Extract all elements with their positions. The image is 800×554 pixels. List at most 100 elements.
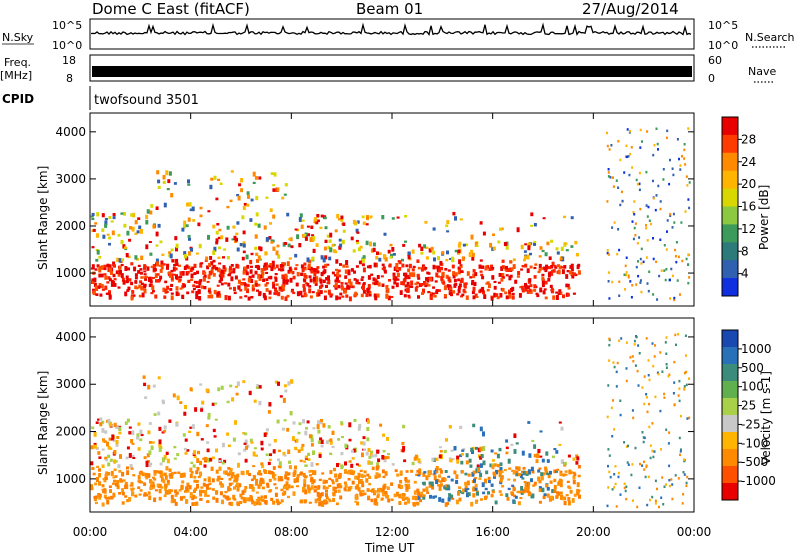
velocity-echo	[251, 487, 255, 492]
velocity-echo	[557, 481, 561, 486]
power-echo	[217, 236, 221, 240]
velocity-echo	[386, 456, 390, 460]
power-echo	[229, 265, 232, 271]
power-echo-late	[618, 294, 621, 297]
power-echo	[457, 269, 461, 275]
power-echo	[272, 283, 276, 289]
velocity-colorbar-swatch	[722, 432, 738, 450]
velocity-echo-late	[667, 375, 670, 378]
velocity-echo	[374, 453, 378, 458]
power-echo	[137, 264, 141, 267]
power-echo	[139, 271, 143, 275]
power-echo	[265, 264, 269, 268]
power-echo	[268, 296, 272, 300]
power-echo	[185, 264, 189, 269]
power-echo-late	[688, 276, 691, 279]
power-echo	[510, 267, 514, 271]
power-echo	[136, 258, 139, 261]
velocity-echo	[118, 469, 122, 473]
velocity-echo	[358, 423, 362, 429]
power-echo	[474, 241, 478, 247]
power-echo	[442, 282, 446, 285]
velocity-echo	[319, 421, 323, 425]
velocity-echo	[168, 474, 172, 477]
velocity-echo	[250, 484, 254, 489]
velocity-echo	[197, 475, 201, 479]
nsky-tick-top: 10^5	[52, 19, 82, 32]
power-echo-late	[607, 280, 610, 283]
velocity-echo	[237, 462, 240, 468]
power-echo-late	[635, 265, 638, 269]
velocity-echo	[118, 426, 122, 432]
velocity-echo	[249, 438, 253, 442]
power-echo	[140, 228, 143, 234]
power-echo-late	[606, 144, 609, 148]
velocity-echo	[261, 498, 265, 502]
power-echo	[306, 282, 310, 287]
velocity-echo	[279, 476, 283, 481]
power-echo	[268, 236, 272, 240]
velocity-echo	[538, 486, 542, 491]
velocity-echo	[101, 464, 105, 468]
power-echo	[288, 238, 292, 241]
velocity-echo	[566, 480, 570, 483]
power-echo	[392, 253, 396, 256]
velocity-echo	[361, 492, 365, 496]
velocity-echo	[115, 440, 119, 445]
velocity-echo	[467, 473, 471, 477]
velocity-echo	[282, 397, 286, 403]
velocity-echo-late	[642, 440, 645, 444]
power-echo	[99, 293, 103, 297]
velocity-echo	[317, 420, 321, 424]
velocity-echo	[283, 384, 287, 388]
velocity-echo	[445, 438, 448, 442]
power-echo	[174, 236, 178, 241]
velocity-echo	[468, 458, 472, 463]
power-echo	[258, 176, 262, 180]
velocity-echo	[413, 480, 417, 484]
velocity-echo	[260, 447, 264, 451]
velocity-echo	[107, 462, 111, 467]
power-echo	[97, 285, 101, 289]
power-echo	[160, 260, 164, 265]
power-echo	[575, 253, 579, 257]
velocity-echo-late	[613, 365, 616, 369]
velocity-echo	[160, 486, 164, 489]
power-echo	[294, 267, 298, 271]
velocity-echo-late	[645, 337, 648, 340]
velocity-echo	[538, 500, 542, 504]
power-echo	[396, 272, 400, 278]
velocity-echo	[413, 456, 417, 461]
velocity-echo	[470, 501, 474, 507]
velocity-echo-late	[673, 381, 676, 384]
velocity-echo	[401, 497, 405, 501]
power-echo	[140, 282, 144, 286]
velocity-echo	[411, 495, 415, 500]
velocity-echo	[241, 490, 245, 496]
velocity-echo	[493, 472, 497, 477]
velocity-echo	[462, 448, 466, 451]
power-echo	[92, 290, 96, 295]
velocity-echo	[181, 480, 185, 484]
velocity-echo	[441, 498, 445, 503]
velocity-echo	[130, 439, 134, 444]
power-echo	[443, 285, 447, 291]
velocity-echo	[299, 472, 303, 476]
power-echo-late	[627, 274, 630, 277]
power-echo	[175, 274, 178, 279]
velocity-echo	[98, 456, 102, 459]
power-echo	[284, 275, 288, 280]
power-echo	[123, 246, 127, 249]
velocity-echo	[447, 475, 451, 478]
velocity-echo	[526, 484, 530, 490]
power-echo	[145, 219, 149, 225]
power-echo	[448, 284, 452, 288]
power-echo	[117, 286, 121, 289]
power-echo	[170, 193, 174, 198]
velocity-echo	[233, 497, 237, 501]
power-echo	[116, 257, 120, 262]
velocity-echo	[332, 486, 336, 492]
power-echo	[274, 277, 278, 282]
power-echo-late	[606, 200, 609, 203]
power-echo	[402, 243, 406, 247]
